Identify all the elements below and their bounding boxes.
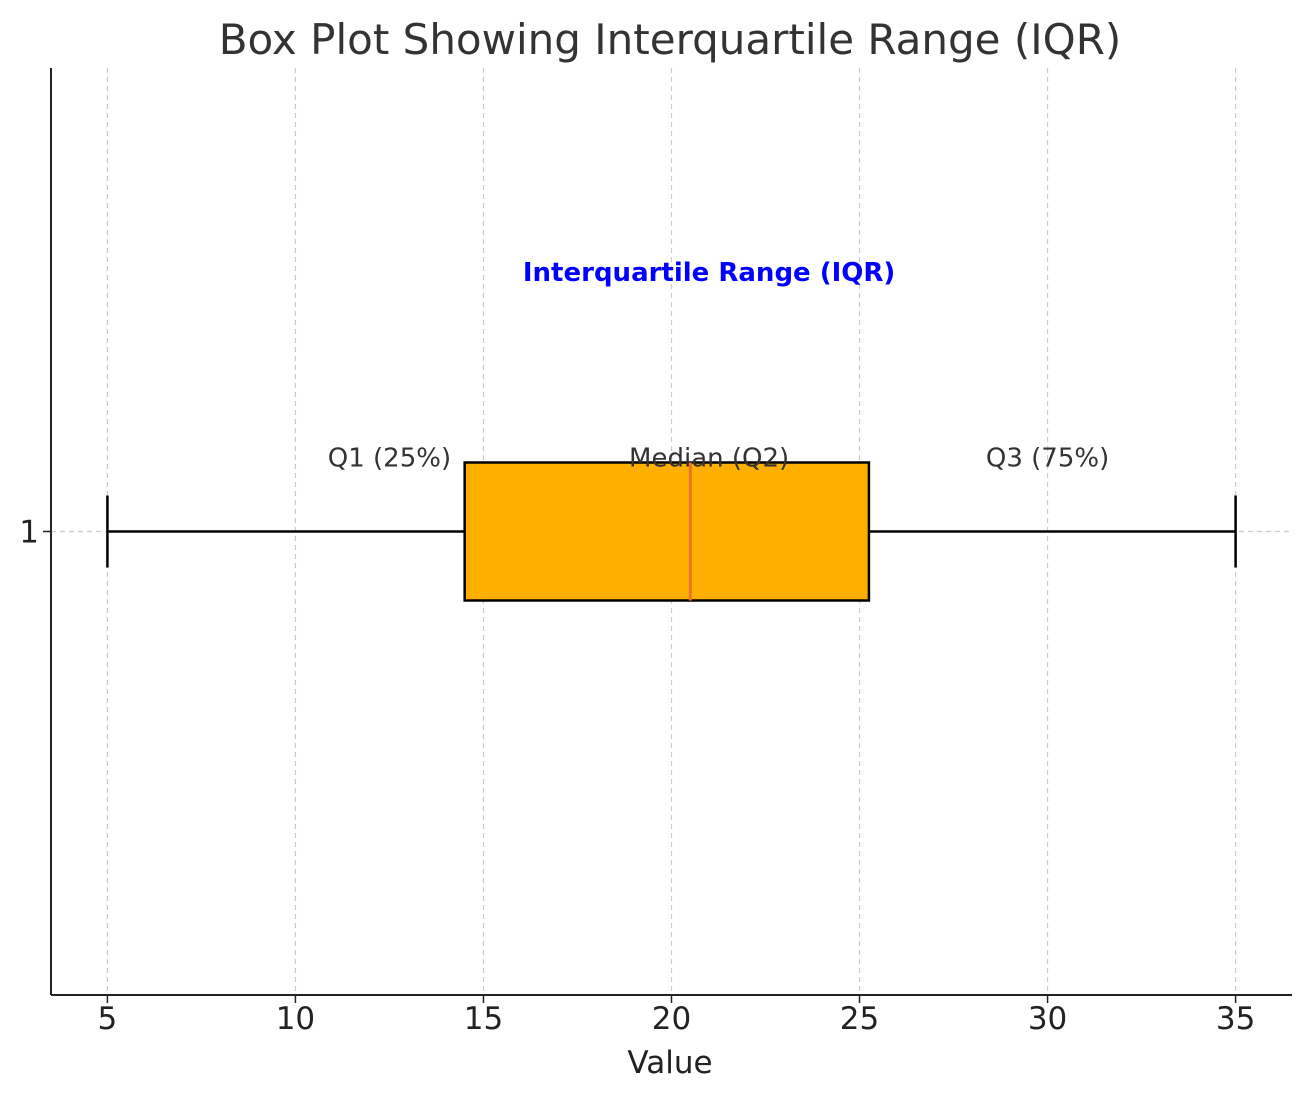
annotations: Q1 (25%) Median (Q2) Q3 (75%) Interquartile…	[328, 258, 1109, 473]
annotation-label: Median (Q2)	[629, 443, 789, 473]
x-tick-label: 35	[1216, 1001, 1255, 1037]
x-tick-label: 25	[840, 1001, 879, 1037]
chart-title: Box Plot Showing Interquartile Range (IQ…	[219, 15, 1122, 64]
x-tick-label: 30	[1028, 1001, 1067, 1037]
annotation-label: Interquartile Range (IQR)	[523, 258, 895, 288]
y-tick-label: 1	[19, 515, 39, 551]
x-tick-label: 10	[276, 1001, 315, 1037]
axis-ticks: 5 10 15 20 25 30 35 1	[19, 515, 1255, 1038]
annotation-label: Q3 (75%)	[986, 443, 1109, 473]
annotation-label: Q1 (25%)	[328, 443, 451, 473]
box-series	[106, 461, 1237, 602]
iqr-box	[463, 461, 871, 602]
x-tick-label: 5	[98, 1001, 118, 1037]
x-tick-label: 15	[464, 1001, 503, 1037]
x-axis-label: Value	[627, 1045, 712, 1081]
x-tick-label: 20	[652, 1001, 691, 1037]
